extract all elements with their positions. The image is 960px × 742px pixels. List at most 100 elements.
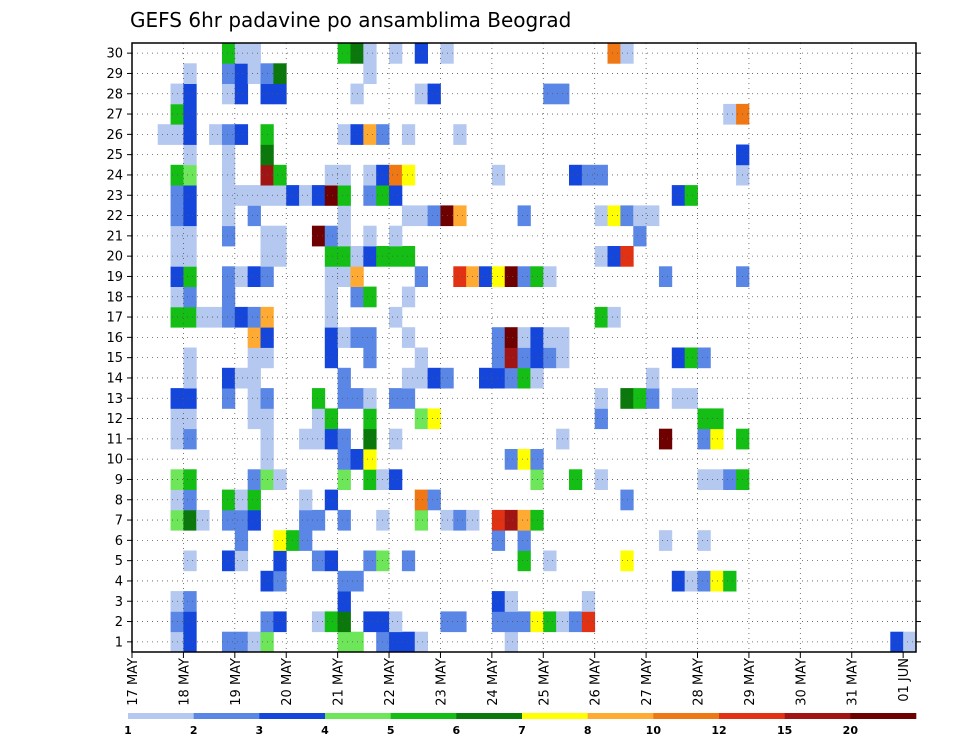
heatmap-cell bbox=[671, 347, 686, 369]
heatmap-cell bbox=[491, 611, 506, 633]
y-tick-label: 19 bbox=[106, 270, 123, 285]
heatmap-cell bbox=[633, 205, 647, 227]
heatmap-cell bbox=[517, 509, 531, 531]
heatmap-cell bbox=[594, 388, 608, 409]
heatmap-cell bbox=[543, 266, 557, 287]
heatmap-cell bbox=[337, 611, 351, 633]
heatmap-cell bbox=[427, 83, 441, 105]
heatmap-cell bbox=[581, 611, 596, 633]
heatmap-cell bbox=[363, 246, 377, 267]
heatmap-cell bbox=[221, 83, 236, 105]
heatmap-cell bbox=[607, 205, 621, 227]
heatmap-cell bbox=[658, 266, 673, 287]
heatmap-cell bbox=[311, 185, 326, 206]
y-tick-label: 24 bbox=[106, 168, 123, 183]
heatmap-cell bbox=[684, 347, 698, 369]
heatmap-cell bbox=[311, 428, 326, 450]
heatmap-cell bbox=[273, 570, 287, 592]
heatmap-cell bbox=[221, 286, 236, 308]
heatmap-cell bbox=[517, 611, 531, 633]
heatmap-cell bbox=[247, 367, 261, 389]
y-tick-label: 23 bbox=[106, 189, 123, 204]
heatmap-cell bbox=[299, 489, 313, 511]
heatmap-cell bbox=[221, 225, 236, 247]
heatmap-cell bbox=[414, 43, 428, 64]
heatmap-cell bbox=[504, 611, 518, 633]
heatmap-cell bbox=[273, 246, 287, 267]
heatmap-cell bbox=[337, 469, 351, 490]
heatmap-cell bbox=[389, 428, 403, 450]
heatmap-cell bbox=[247, 347, 261, 369]
heatmap-cell bbox=[337, 225, 351, 247]
y-tick-label: 30 bbox=[106, 47, 123, 62]
heatmap-cell bbox=[414, 408, 428, 430]
heatmap-cell bbox=[389, 469, 403, 490]
colorbar-swatch bbox=[325, 713, 391, 719]
heatmap-cell bbox=[247, 185, 261, 206]
heatmap-cell bbox=[607, 306, 621, 328]
heatmap-cell bbox=[234, 530, 249, 551]
heatmap-cell bbox=[234, 631, 249, 653]
heatmap-cell bbox=[453, 611, 467, 633]
colorbar-label: 3 bbox=[256, 724, 264, 737]
heatmap-cell bbox=[594, 246, 608, 267]
heatmap-cell bbox=[363, 63, 377, 84]
heatmap-cell bbox=[723, 469, 737, 490]
y-tick-label: 15 bbox=[106, 351, 123, 366]
heatmap-cell bbox=[324, 611, 339, 633]
heatmap-cell bbox=[324, 347, 339, 369]
heatmap-cell bbox=[684, 570, 698, 592]
heatmap-cell bbox=[479, 367, 493, 389]
y-tick-label: 22 bbox=[106, 209, 123, 224]
heatmap-cell bbox=[324, 306, 339, 328]
heatmap-cell bbox=[389, 164, 403, 186]
heatmap-cell bbox=[234, 367, 249, 389]
grid-layer bbox=[132, 43, 916, 652]
y-tick-label: 1 bbox=[115, 635, 123, 650]
y-tick-label: 3 bbox=[115, 595, 123, 610]
y-tick-label: 25 bbox=[106, 148, 123, 163]
colorbar-label: 15 bbox=[777, 724, 792, 737]
heatmap-cell bbox=[363, 611, 377, 633]
heatmap-cell bbox=[234, 306, 249, 328]
heatmap-cell bbox=[453, 205, 467, 227]
heatmap-cell bbox=[697, 347, 711, 369]
colorbar-label: 4 bbox=[321, 724, 329, 737]
heatmap-cell bbox=[234, 83, 249, 105]
heatmap-cell bbox=[337, 266, 351, 287]
heatmap-cell bbox=[273, 550, 287, 572]
heatmap-cell bbox=[311, 509, 326, 531]
y-tick-label: 4 bbox=[115, 574, 123, 589]
heatmap-cell bbox=[324, 246, 339, 267]
heatmap-cell bbox=[183, 103, 197, 125]
cells-layer bbox=[157, 43, 917, 653]
heatmap-cell bbox=[903, 631, 917, 653]
heatmap-cell bbox=[491, 164, 506, 186]
heatmap-cell bbox=[427, 367, 441, 389]
heatmap-cell bbox=[337, 428, 351, 450]
heatmap-cell bbox=[363, 164, 377, 186]
heatmap-cell bbox=[273, 530, 287, 551]
heatmap-cell bbox=[221, 205, 236, 227]
heatmap-cell bbox=[363, 124, 377, 145]
x-tick-label: 29 MAY bbox=[743, 658, 758, 706]
heatmap-cell bbox=[234, 266, 249, 287]
heatmap-cell bbox=[568, 164, 583, 186]
heatmap-cell bbox=[221, 124, 236, 145]
heatmap-cell bbox=[183, 388, 197, 409]
heatmap-cell bbox=[723, 103, 737, 125]
heatmap-cell bbox=[183, 469, 197, 490]
heatmap-cell bbox=[337, 631, 351, 653]
colorbar-swatch bbox=[390, 713, 457, 719]
heatmap-cell bbox=[234, 550, 249, 572]
y-tick-label: 12 bbox=[106, 412, 123, 427]
heatmap-cell bbox=[363, 408, 377, 430]
heatmap-cell bbox=[363, 388, 377, 409]
y-tick-label: 7 bbox=[115, 514, 123, 529]
heatmap-cell bbox=[710, 408, 724, 430]
colorbar-label: 12 bbox=[711, 724, 726, 737]
heatmap-cell bbox=[221, 631, 236, 653]
colorbar-swatch bbox=[850, 713, 917, 719]
y-tick-label: 18 bbox=[106, 290, 123, 305]
